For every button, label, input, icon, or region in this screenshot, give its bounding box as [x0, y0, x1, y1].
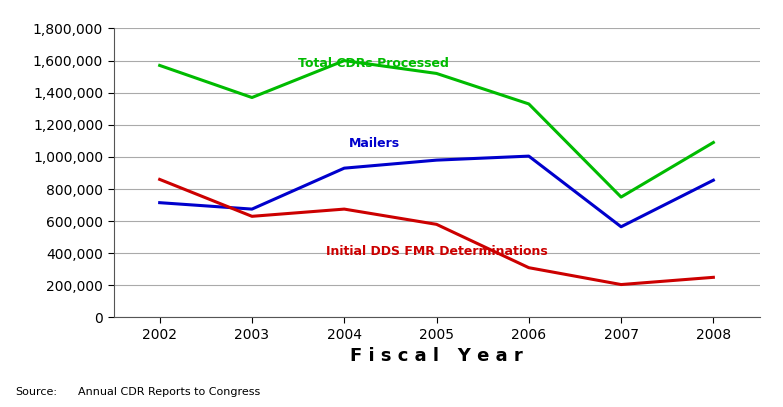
- Text: Total CDRs Processed: Total CDRs Processed: [298, 57, 449, 70]
- Text: Annual CDR Reports to Congress: Annual CDR Reports to Congress: [78, 387, 261, 397]
- X-axis label: F i s c a l   Y e a r: F i s c a l Y e a r: [350, 348, 523, 365]
- Text: Initial DDS FMR Determinations: Initial DDS FMR Determinations: [326, 245, 547, 258]
- Text: Mailers: Mailers: [349, 137, 400, 150]
- Text: Source:: Source:: [16, 387, 58, 397]
